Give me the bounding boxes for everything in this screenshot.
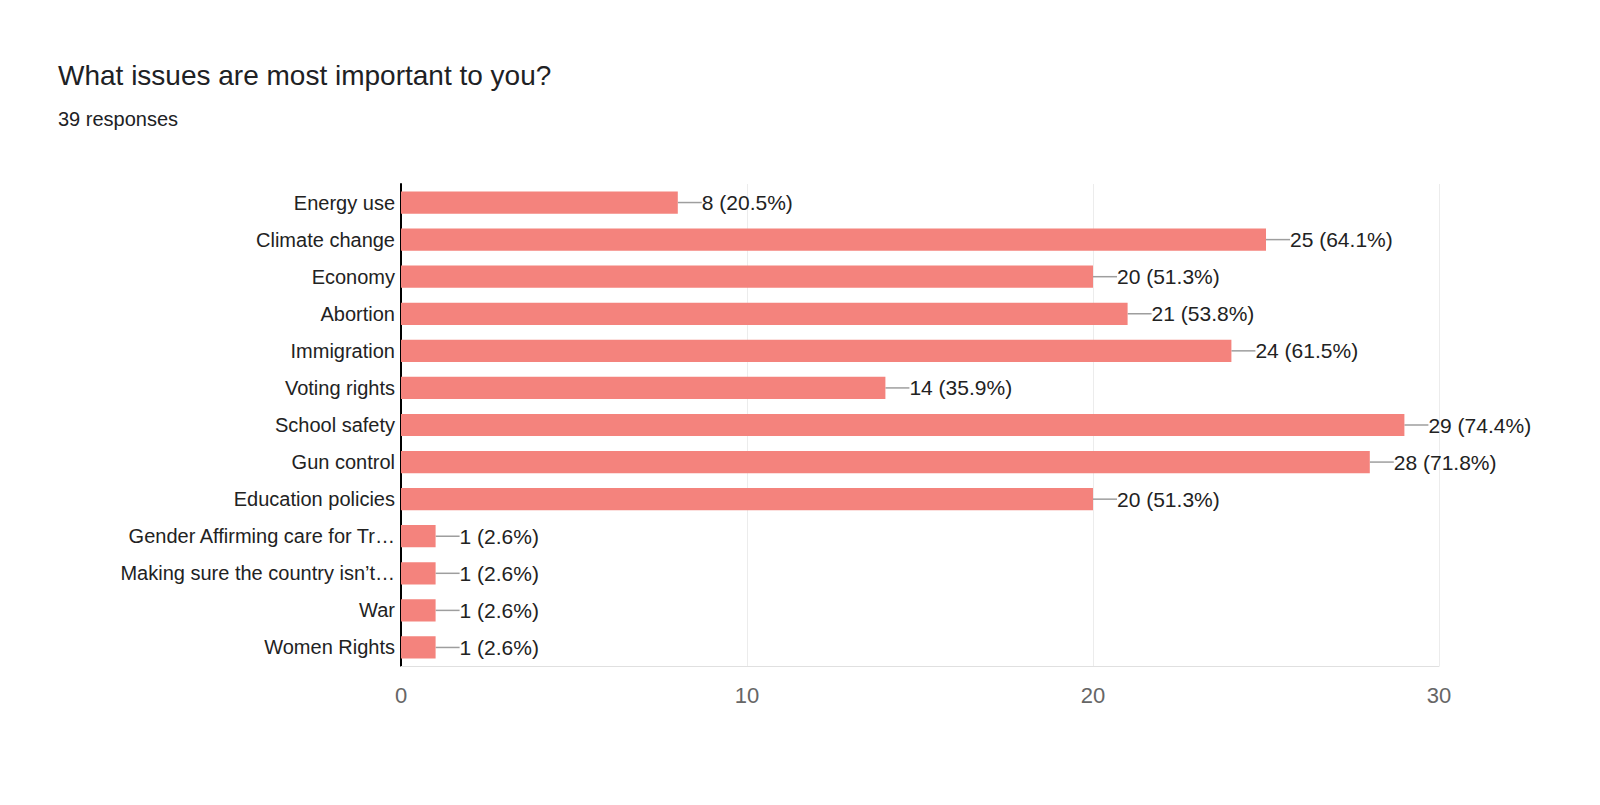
svg-text:Education policies: Education policies — [234, 488, 395, 510]
svg-text:29 (74.4%): 29 (74.4%) — [1428, 414, 1531, 437]
svg-text:What issues are most important: What issues are most important to you? — [58, 60, 551, 91]
svg-text:Economy: Economy — [312, 266, 395, 288]
svg-text:1 (2.6%): 1 (2.6%) — [460, 599, 539, 622]
svg-text:Gun control: Gun control — [292, 451, 395, 473]
svg-text:1 (2.6%): 1 (2.6%) — [460, 525, 539, 548]
svg-text:1 (2.6%): 1 (2.6%) — [460, 562, 539, 585]
svg-text:20 (51.3%): 20 (51.3%) — [1117, 265, 1220, 288]
svg-text:25 (64.1%): 25 (64.1%) — [1290, 228, 1393, 251]
svg-text:20: 20 — [1081, 683, 1105, 708]
svg-text:Energy use: Energy use — [294, 192, 395, 214]
svg-text:War: War — [359, 599, 395, 621]
svg-text:Immigration: Immigration — [291, 340, 395, 362]
svg-text:10: 10 — [735, 683, 759, 708]
svg-text:14 (35.9%): 14 (35.9%) — [909, 376, 1012, 399]
svg-text:39 responses: 39 responses — [58, 108, 178, 130]
svg-text:28 (71.8%): 28 (71.8%) — [1394, 451, 1497, 474]
svg-text:Voting rights: Voting rights — [285, 377, 395, 399]
svg-text:Women Rights: Women Rights — [264, 636, 395, 658]
svg-text:24 (61.5%): 24 (61.5%) — [1255, 339, 1358, 362]
svg-text:8 (20.5%): 8 (20.5%) — [702, 191, 793, 214]
svg-text:School safety: School safety — [275, 414, 395, 436]
svg-text:Gender Affirming care for Tr…: Gender Affirming care for Tr… — [129, 525, 395, 547]
svg-text:0: 0 — [395, 683, 407, 708]
svg-text:21 (53.8%): 21 (53.8%) — [1152, 302, 1255, 325]
svg-text:Climate change: Climate change — [256, 229, 395, 251]
svg-text:Making sure the country isn’t…: Making sure the country isn’t… — [120, 562, 395, 584]
svg-text:30: 30 — [1427, 683, 1451, 708]
svg-text:1 (2.6%): 1 (2.6%) — [460, 636, 539, 659]
svg-text:Abortion: Abortion — [321, 303, 396, 325]
svg-text:20 (51.3%): 20 (51.3%) — [1117, 488, 1220, 511]
